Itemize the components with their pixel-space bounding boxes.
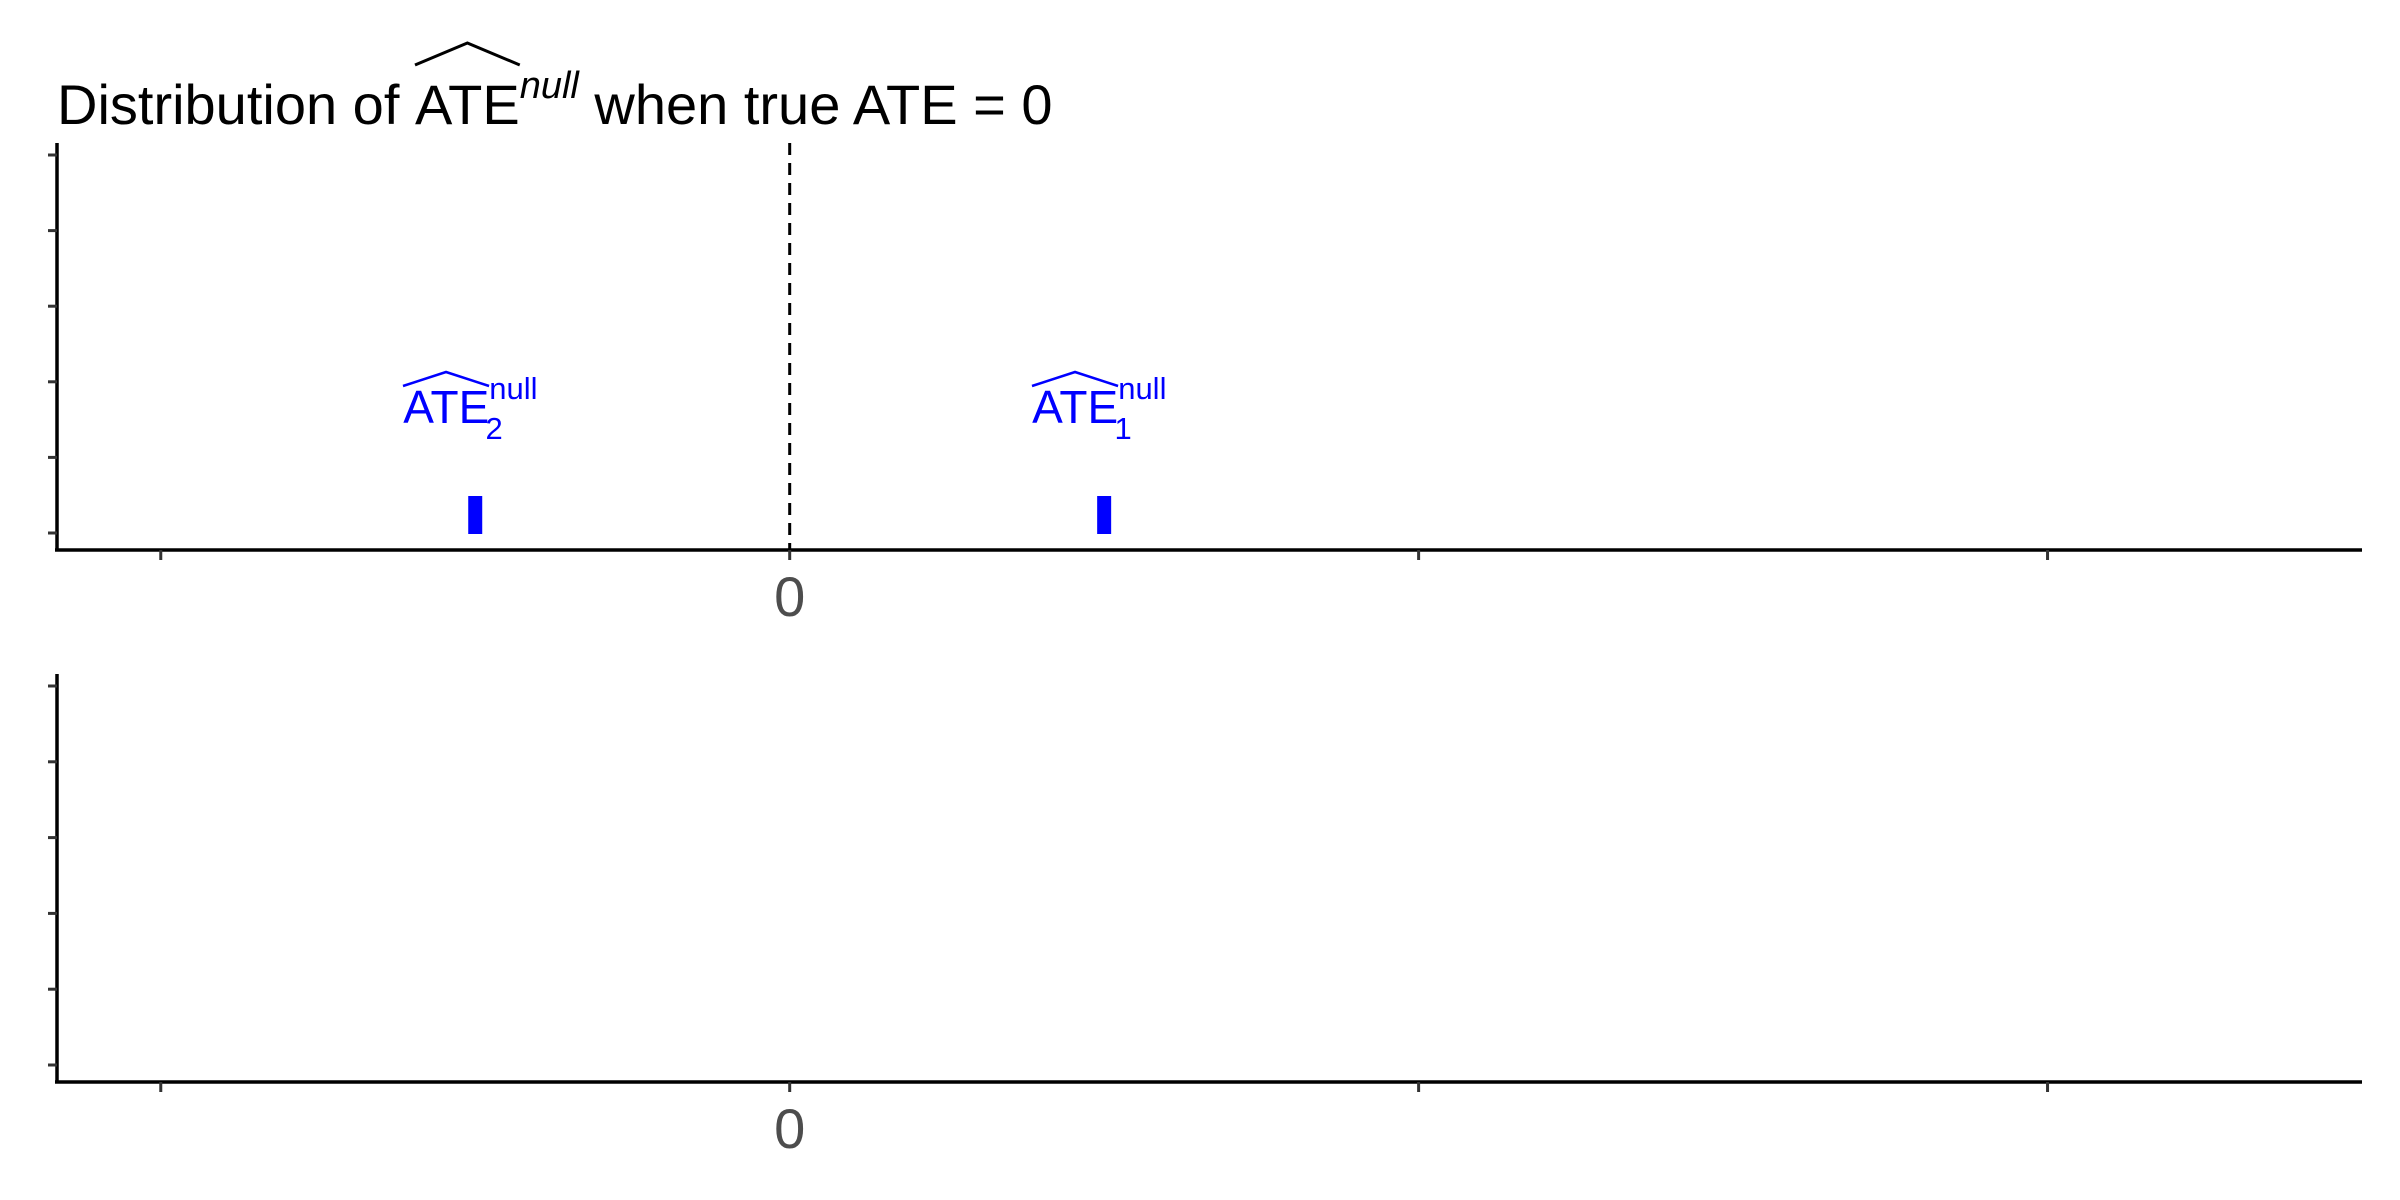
label-base: ATE [403,381,490,433]
title-suffix: when true ATE = 0 [578,73,1053,136]
title-prefix: Distribution of [57,73,415,136]
title-hat-text: ATE [414,73,520,136]
label-superscript: null [489,371,538,406]
label-subscript: 2 [485,411,503,446]
estimate-label-ate1: ATEnull 1 [1032,373,1166,446]
estimate-marker-ate2 [468,496,483,534]
chart-title: Distribution of ATEnull when true ATE = … [57,26,1053,136]
label-superscript: null [1118,371,1167,406]
estimate-marker-ate1 [1097,496,1112,534]
label-hat: ATE [1032,384,1118,430]
label-base: ATE [1032,381,1119,433]
title-hat-symbol: ATE [415,45,520,165]
label-subscript: 1 [1114,411,1132,446]
estimate-label-ate2: ATEnull 2 [403,373,538,446]
x-tick-label: 0 [774,1097,805,1160]
label-hat: ATE [403,384,489,430]
title-superscript: null [519,65,579,107]
x-tick-label: 0 [774,565,805,628]
